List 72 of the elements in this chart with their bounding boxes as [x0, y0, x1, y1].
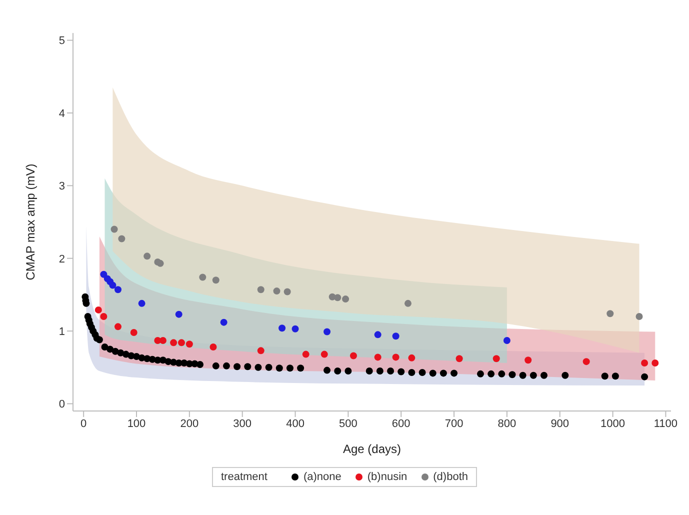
point: [408, 354, 416, 362]
point: [641, 360, 648, 367]
point: [114, 323, 122, 330]
legend-label: (b)nusin: [366, 471, 408, 483]
x-tick-label: 500: [339, 418, 358, 430]
point: [302, 350, 310, 358]
point: [284, 288, 291, 296]
point: [159, 336, 166, 344]
y-tick-label: 4: [58, 108, 65, 120]
point: [292, 325, 299, 332]
point: [636, 313, 643, 320]
point: [524, 356, 532, 364]
point: [178, 339, 185, 346]
point: [374, 354, 382, 361]
point: [138, 300, 146, 307]
x-tick-label: 600: [392, 418, 410, 430]
x-tick-label: 0: [80, 418, 87, 430]
point: [110, 226, 118, 233]
x-tick-label: 700: [444, 418, 464, 430]
point: [374, 331, 382, 338]
point: [144, 252, 151, 260]
point: [257, 347, 264, 354]
point: [175, 310, 182, 318]
legend-title: treatment: [221, 471, 268, 483]
y-tick-label: 2: [58, 253, 65, 266]
point: [334, 294, 342, 302]
point: [170, 339, 178, 346]
point: [156, 260, 164, 267]
point: [392, 354, 400, 361]
point: [199, 274, 206, 281]
x-tick-label: 1000: [600, 418, 626, 430]
point: [320, 350, 328, 358]
y-axis-title: CMAP max amp (mV): [23, 164, 38, 280]
point: [130, 328, 138, 336]
point: [404, 300, 412, 307]
x-tick-label: 900: [550, 418, 570, 430]
y-tick-label: 3: [58, 180, 65, 193]
point: [186, 340, 193, 348]
point: [212, 276, 220, 284]
x-tick-label: 800: [498, 418, 516, 430]
point: [324, 328, 331, 336]
y-tick-label: 5: [58, 35, 65, 48]
point: [582, 358, 590, 366]
point: [100, 270, 108, 278]
y-tick-label: 1: [58, 326, 65, 338]
x-tick-label: 400: [286, 418, 304, 430]
point: [503, 336, 510, 344]
point: [492, 355, 500, 362]
point: [652, 360, 659, 367]
point: [220, 318, 228, 326]
x-axis-title: Age (days): [342, 442, 402, 456]
legend-label: (a)none: [302, 471, 342, 483]
point: [606, 310, 614, 318]
point: [100, 313, 108, 320]
point: [94, 306, 102, 314]
point: [278, 324, 286, 332]
point: [273, 288, 280, 295]
y-tick-label: 0: [58, 398, 65, 411]
legend-label: (d)both: [432, 471, 468, 483]
x-tick-label: 300: [233, 418, 252, 430]
point: [350, 352, 357, 360]
point: [114, 286, 122, 294]
x-tick-label: 100: [127, 418, 146, 430]
point: [392, 332, 400, 340]
point: [118, 235, 126, 242]
point: [109, 282, 116, 289]
point: [342, 296, 350, 303]
point: [210, 344, 217, 351]
x-tick-label: 200: [180, 418, 199, 430]
point: [257, 286, 264, 294]
point: [456, 355, 463, 362]
x-tick-label: 1100: [654, 418, 678, 430]
